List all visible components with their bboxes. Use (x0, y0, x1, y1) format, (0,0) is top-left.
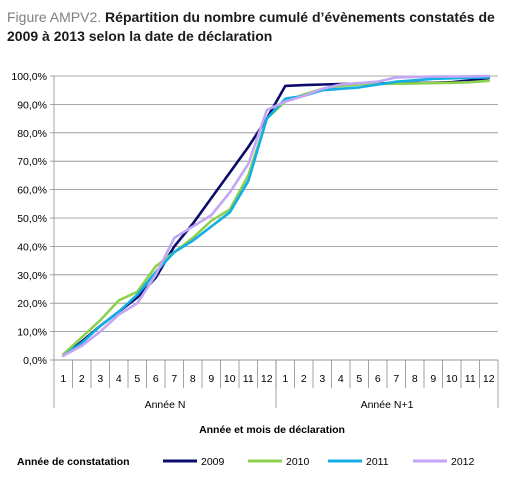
x-tick-label: 1 (60, 373, 66, 385)
y-tick-label: 50,0% (17, 213, 47, 225)
y-tick-label: 60,0% (17, 185, 47, 197)
series-line-2012 (61, 74, 491, 358)
legend-title: Année de constatation (17, 456, 130, 468)
x-tick-label: 1 (282, 373, 288, 385)
x-tick-label: 9 (430, 373, 436, 385)
x-tick-label: 4 (116, 373, 122, 385)
x-tick-label: 7 (171, 373, 177, 385)
axes (53, 76, 499, 408)
x-tick-label: 8 (412, 373, 418, 385)
x-tick-label: 2 (79, 373, 85, 385)
x-tick-label: 5 (356, 373, 362, 385)
legend-label: 2009 (201, 456, 225, 468)
legend-label: 2012 (451, 456, 475, 468)
x-tick-label: 3 (97, 373, 103, 385)
x-tick-label: 11 (465, 373, 476, 385)
x-tick-label: 10 (446, 373, 458, 385)
legend: Année de constatation 2009 2010 2011 2012 (17, 456, 475, 468)
x-tick-label: 8 (190, 373, 196, 385)
x-tick-label: 9 (208, 373, 214, 385)
x-tick-label: 12 (483, 373, 495, 385)
series-line-2011 (61, 76, 491, 358)
x-tick-label: 6 (375, 373, 381, 385)
x-tick-label: 6 (153, 373, 159, 385)
y-tick-label: 10,0% (17, 327, 47, 339)
x-tick-label: 2 (301, 373, 307, 385)
x-group-label: Année N (145, 399, 186, 411)
figure-label: Figure AMPV2. (7, 9, 102, 25)
x-tick-label: 5 (134, 373, 140, 385)
x-tick-label: 10 (224, 373, 236, 385)
y-tick-label: 70,0% (17, 156, 47, 168)
x-group-label: Année N+1 (361, 399, 414, 411)
x-tick-label: 3 (319, 373, 325, 385)
figure-title-text: Répartition du nombre cumulé d’évènement… (7, 9, 495, 44)
y-tick-label: 30,0% (17, 270, 47, 282)
y-tick-label: 20,0% (17, 298, 47, 310)
x-axis-title: Année et mois de déclaration (199, 424, 345, 436)
series-line-2010 (61, 79, 491, 356)
y-tick-label: 80,0% (17, 128, 47, 140)
y-tick-label: 100,0% (11, 71, 47, 83)
y-tick-label: 90,0% (17, 99, 47, 111)
x-tick-label: 7 (393, 373, 399, 385)
x-tick-label: 11 (243, 373, 254, 385)
gridlines (54, 75, 498, 361)
legend-label: 2011 (366, 456, 389, 468)
series-line-2009 (61, 76, 491, 358)
y-tick-label: 0,0% (23, 355, 47, 367)
y-tick-label: 40,0% (17, 241, 47, 253)
x-tick-label: 12 (261, 373, 273, 385)
series-lines (61, 74, 491, 358)
figure-title: Figure AMPV2. Répartition du nombre cumu… (7, 8, 517, 46)
y-axis-ticks: 0,0% 10,0% 20,0% 30,0% 40,0% 50,0% 60,0% 70,0% 8… (11, 71, 54, 367)
legend-label: 2010 (286, 456, 310, 468)
x-tick-label: 4 (338, 373, 344, 385)
